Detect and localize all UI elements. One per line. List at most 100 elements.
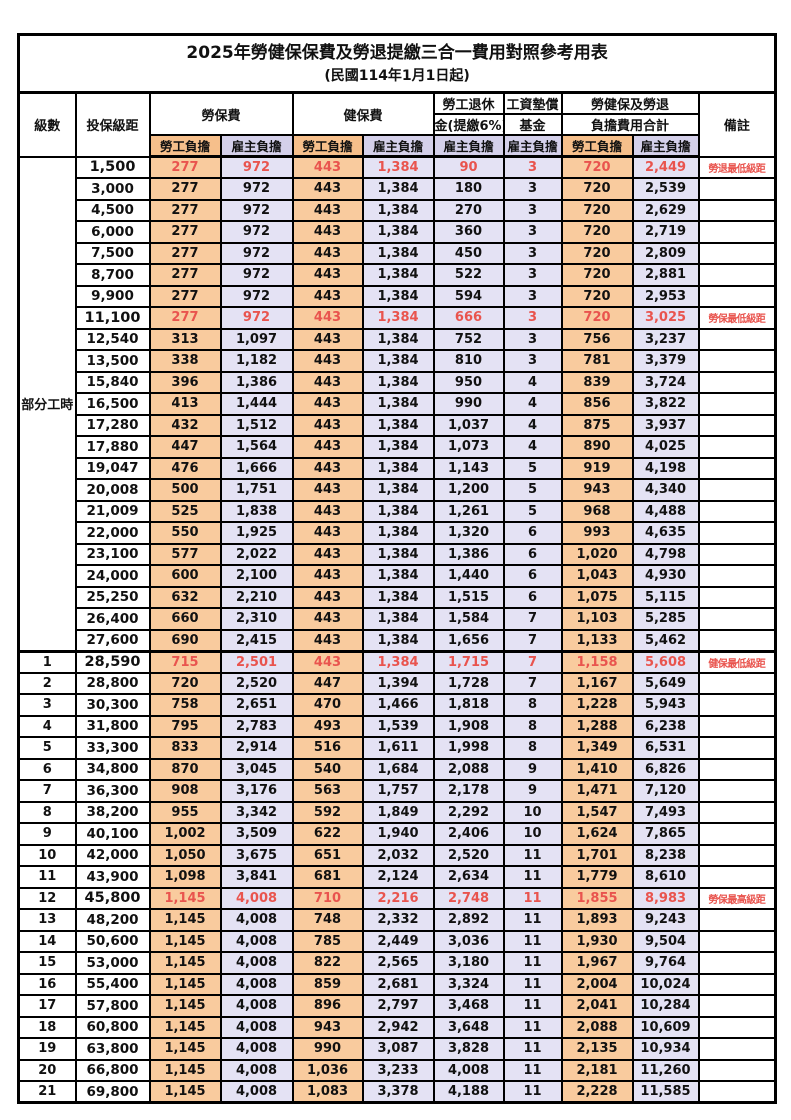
remark-cell bbox=[697, 220, 777, 244]
health-ins-employee-cell: 443 bbox=[291, 499, 364, 523]
table-row: 4,500 277 972 443 1,384 270 3 720 2,629 bbox=[19, 198, 777, 222]
labor-ins-employee-cell: 313 bbox=[148, 327, 222, 351]
health-ins-employee-cell: 516 bbox=[291, 736, 364, 760]
col-header-total-line1: 勞健保及勞退 bbox=[560, 91, 700, 115]
labor-ins-employee-cell: 277 bbox=[148, 177, 222, 201]
total-employer-cell: 5,649 bbox=[631, 671, 700, 695]
table-row: 6,000 277 972 443 1,384 360 3 720 2,719 bbox=[19, 220, 777, 244]
total-employer-cell: 4,930 bbox=[631, 564, 700, 588]
table-row: 3,000 277 972 443 1,384 180 3 720 2,539 bbox=[19, 177, 777, 201]
total-employee-cell: 2,181 bbox=[560, 1058, 634, 1082]
labor-ins-employee-cell: 908 bbox=[148, 779, 222, 803]
wage-fund-cell: 11 bbox=[502, 886, 563, 910]
remark-cell bbox=[697, 1080, 777, 1104]
labor-ins-employee-cell: 277 bbox=[148, 198, 222, 222]
total-employee-cell: 968 bbox=[560, 499, 634, 523]
pension-cell: 2,748 bbox=[432, 886, 505, 910]
table-body: 部分工時 1,500 277 972 443 1,384 90 3 720 2,449 勞退最低級距… bbox=[17, 155, 777, 1104]
total-employer-cell: 2,449 bbox=[631, 155, 700, 179]
labor-ins-employer-cell: 2,100 bbox=[219, 564, 294, 588]
labor-ins-employer-cell: 2,501 bbox=[219, 649, 294, 674]
table-row: 22,000 550 1,925 443 1,384 1,320 6 993 4,635 bbox=[19, 521, 777, 545]
remark-cell bbox=[697, 392, 777, 416]
table-row: 部分工時 1,500 277 972 443 1,384 90 3 720 2,449 勞退最低級距 bbox=[17, 155, 777, 653]
labor-ins-employee-cell: 833 bbox=[148, 736, 222, 760]
labor-ins-employee-cell: 396 bbox=[148, 370, 222, 394]
remark-cell bbox=[697, 714, 777, 738]
bracket-cell: 34,800 bbox=[74, 757, 151, 781]
health-ins-employee-cell: 443 bbox=[291, 370, 364, 394]
total-employer-cell: 3,237 bbox=[631, 327, 700, 351]
total-employee-cell: 2,228 bbox=[560, 1080, 634, 1104]
level-cell: 2 bbox=[17, 671, 77, 695]
health-ins-employer-cell: 2,124 bbox=[361, 865, 435, 889]
health-ins-employee-cell: 443 bbox=[291, 564, 364, 588]
labor-ins-employee-cell: 476 bbox=[148, 456, 222, 480]
table-row: 19,047 476 1,666 443 1,384 1,143 5 919 4,198 bbox=[19, 456, 777, 480]
total-employee-cell: 1,471 bbox=[560, 779, 634, 803]
remark-cell bbox=[697, 263, 777, 287]
total-employer-cell: 2,881 bbox=[631, 263, 700, 287]
table-row: 17,280 432 1,512 443 1,384 1,037 4 875 3,937 bbox=[19, 413, 777, 437]
wage-fund-cell: 11 bbox=[502, 951, 563, 975]
labor-ins-employee-cell: 1,145 bbox=[148, 908, 222, 932]
labor-ins-employee-cell: 1,145 bbox=[148, 1015, 222, 1039]
bracket-cell: 20,008 bbox=[74, 478, 151, 502]
total-employee-cell: 839 bbox=[560, 370, 634, 394]
bracket-cell: 57,800 bbox=[74, 994, 151, 1018]
remark-cell bbox=[697, 456, 777, 480]
wage-fund-cell: 10 bbox=[502, 822, 563, 846]
pension-cell: 270 bbox=[432, 198, 505, 222]
bracket-cell: 69,800 bbox=[74, 1080, 151, 1104]
health-ins-employer-cell: 1,384 bbox=[361, 392, 435, 416]
remark-cell bbox=[697, 865, 777, 889]
total-employer-cell: 3,937 bbox=[631, 413, 700, 437]
labor-ins-employee-cell: 1,098 bbox=[148, 865, 222, 889]
health-ins-employer-cell: 2,797 bbox=[361, 994, 435, 1018]
col-header-total-line2: 負擔費用合計 bbox=[560, 113, 700, 136]
bracket-cell: 28,800 bbox=[74, 671, 151, 695]
remark-cell bbox=[697, 671, 777, 695]
table-row: 17,880 447 1,564 443 1,384 1,073 4 890 4,025 bbox=[19, 435, 777, 459]
health-ins-employee-cell: 443 bbox=[291, 284, 364, 308]
health-ins-employee-cell: 493 bbox=[291, 714, 364, 738]
total-employee-cell: 720 bbox=[560, 198, 634, 222]
labor-ins-employer-cell: 3,176 bbox=[219, 779, 294, 803]
bracket-cell: 27,600 bbox=[74, 628, 151, 652]
labor-ins-employee-cell: 1,050 bbox=[148, 843, 222, 867]
labor-ins-employer-cell: 1,666 bbox=[219, 456, 294, 480]
pension-cell: 2,520 bbox=[432, 843, 505, 867]
table-row: 20,008 500 1,751 443 1,384 1,200 5 943 4,340 bbox=[19, 478, 777, 502]
pension-cell: 3,828 bbox=[432, 1037, 505, 1061]
total-employee-cell: 875 bbox=[560, 413, 634, 437]
total-employer-cell: 9,504 bbox=[631, 929, 700, 953]
wage-fund-cell: 6 bbox=[502, 542, 563, 566]
total-employee-cell: 2,041 bbox=[560, 994, 634, 1018]
total-employee-cell: 1,133 bbox=[560, 628, 634, 652]
health-ins-employer-cell: 1,384 bbox=[361, 241, 435, 265]
col-header-level: 級數 bbox=[17, 91, 77, 158]
wage-fund-cell: 3 bbox=[502, 198, 563, 222]
total-employee-cell: 1,075 bbox=[560, 585, 634, 609]
labor-ins-employee-cell: 690 bbox=[148, 628, 222, 652]
remark-cell bbox=[697, 435, 777, 459]
pension-cell: 1,143 bbox=[432, 456, 505, 480]
labor-ins-employer-cell: 3,509 bbox=[219, 822, 294, 846]
total-employee-cell: 943 bbox=[560, 478, 634, 502]
wage-fund-cell: 11 bbox=[502, 994, 563, 1018]
total-employee-cell: 2,088 bbox=[560, 1015, 634, 1039]
col-header-labor-insurance: 勞保費 bbox=[148, 91, 294, 136]
health-ins-employer-cell: 1,384 bbox=[361, 413, 435, 437]
level-cell: 6 bbox=[17, 757, 77, 781]
pension-cell: 2,292 bbox=[432, 800, 505, 824]
health-ins-employer-cell: 1,940 bbox=[361, 822, 435, 846]
remark-cell bbox=[697, 908, 777, 932]
pension-cell: 450 bbox=[432, 241, 505, 265]
part-time-label: 部分工時 bbox=[17, 155, 77, 653]
labor-ins-employee-cell: 1,145 bbox=[148, 994, 222, 1018]
page-subtitle: (民國114年1月1日起) bbox=[324, 68, 470, 84]
pension-cell: 3,468 bbox=[432, 994, 505, 1018]
bracket-cell: 53,000 bbox=[74, 951, 151, 975]
col-header-remark: 備註 bbox=[697, 91, 777, 158]
wage-fund-cell: 8 bbox=[502, 693, 563, 717]
